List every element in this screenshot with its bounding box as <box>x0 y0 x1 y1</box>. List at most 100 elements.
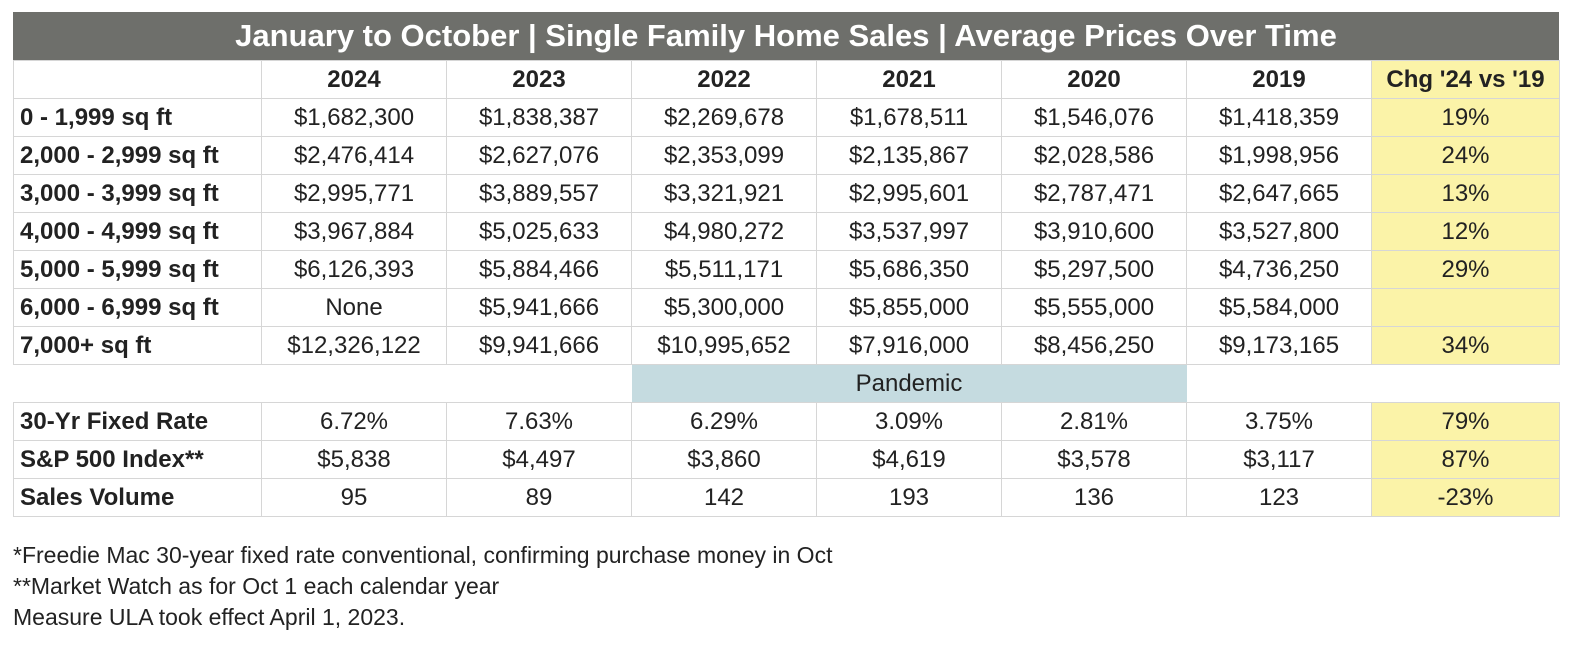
footnote-measure-ula: Measure ULA took effect April 1, 2023. <box>13 604 406 630</box>
year-column-header: 2021 <box>816 60 1002 99</box>
table-row: Sales Volume 95 89 142 193 136 123 -23% <box>13 478 1560 517</box>
value-cell: $5,941,666 <box>446 288 632 327</box>
table-title: January to October | Single Family Home … <box>13 12 1559 60</box>
value-cell: $5,584,000 <box>1186 288 1372 327</box>
value-cell: 123 <box>1186 478 1372 517</box>
table-row: 7,000+ sq ft $12,326,122 $9,941,666 $10,995… <box>13 326 1560 365</box>
table-row: 0 - 1,999 sq ft $1,682,300 $1,838,387 $2,26… <box>13 98 1560 137</box>
value-cell: 136 <box>1001 478 1187 517</box>
value-cell: 6.29% <box>631 402 817 441</box>
value-cell: 193 <box>816 478 1002 517</box>
footnote-sp500: **Market Watch as for Oct 1 each calenda… <box>13 573 500 599</box>
row-label: 2,000 - 2,999 sq ft <box>13 136 262 175</box>
change-cell: 24% <box>1371 136 1560 175</box>
value-cell: $5,838 <box>261 440 447 479</box>
value-cell: $4,736,250 <box>1186 250 1372 289</box>
value-cell: $1,682,300 <box>261 98 447 137</box>
pandemic-band: Pandemic <box>631 364 1187 403</box>
row-label: 0 - 1,999 sq ft <box>13 98 262 137</box>
change-cell: 29% <box>1371 250 1560 289</box>
spacer-cell <box>1187 365 1560 403</box>
change-cell: 34% <box>1371 326 1560 365</box>
value-cell: $5,511,171 <box>631 250 817 289</box>
table-row: 4,000 - 4,999 sq ft $3,967,884 $5,025,633 $… <box>13 212 1560 251</box>
value-cell: $8,456,250 <box>1001 326 1187 365</box>
value-cell: $2,995,771 <box>261 174 447 213</box>
footnote-rate: *Freedie Mac 30-year fixed rate conventi… <box>13 542 833 568</box>
row-label: S&P 500 Index** <box>13 440 262 479</box>
year-column-header: 2020 <box>1001 60 1187 99</box>
spacer-cell <box>14 365 632 403</box>
year-column-header: 2024 <box>261 60 447 99</box>
pandemic-row: Pandemic <box>14 364 1560 403</box>
value-cell: None <box>261 288 447 327</box>
footnotes: *Freedie Mac 30-year fixed rate conventi… <box>13 540 832 633</box>
value-cell: 142 <box>631 478 817 517</box>
value-cell: 2.81% <box>1001 402 1187 441</box>
value-cell: 7.63% <box>446 402 632 441</box>
value-cell: $5,025,633 <box>446 212 632 251</box>
value-cell: $7,916,000 <box>816 326 1002 365</box>
value-cell: $1,998,956 <box>1186 136 1372 175</box>
year-column-header: 2022 <box>631 60 817 99</box>
value-cell: 6.72% <box>261 402 447 441</box>
value-cell: $5,855,000 <box>816 288 1002 327</box>
row-label: 6,000 - 6,999 sq ft <box>13 288 262 327</box>
value-cell: 95 <box>261 478 447 517</box>
table-row: 30-Yr Fixed Rate 6.72% 7.63% 6.29% 3.09% 2.81… <box>13 402 1560 441</box>
row-label: 30-Yr Fixed Rate <box>13 402 262 441</box>
value-cell: $5,686,350 <box>816 250 1002 289</box>
value-cell: $2,135,867 <box>816 136 1002 175</box>
price-table-container: January to October | Single Family Home … <box>13 12 1560 517</box>
value-cell: $2,995,601 <box>816 174 1002 213</box>
change-cell: 19% <box>1371 98 1560 137</box>
value-cell: $6,126,393 <box>261 250 447 289</box>
change-cell: 12% <box>1371 212 1560 251</box>
change-cell: -23% <box>1371 478 1560 517</box>
value-cell: $5,300,000 <box>631 288 817 327</box>
value-cell: $3,321,921 <box>631 174 817 213</box>
table-row: 5,000 - 5,999 sq ft $6,126,393 $5,884,466 $… <box>13 250 1560 289</box>
table-row: S&P 500 Index** $5,838 $4,497 $3,860 $4,619 $… <box>13 440 1560 479</box>
change-cell: 79% <box>1371 402 1560 441</box>
value-cell: $10,995,652 <box>631 326 817 365</box>
value-cell: 3.75% <box>1186 402 1372 441</box>
value-cell: 3.09% <box>816 402 1002 441</box>
value-cell: $3,527,800 <box>1186 212 1372 251</box>
value-cell: $5,297,500 <box>1001 250 1187 289</box>
row-label: 4,000 - 4,999 sq ft <box>13 212 262 251</box>
price-table: 2024 2023 2022 2021 2020 2019 Chg '24 vs '19 0 … <box>13 60 1560 517</box>
row-label: 5,000 - 5,999 sq ft <box>13 250 262 289</box>
year-column-header: 2023 <box>446 60 632 99</box>
table-row: 3,000 - 3,999 sq ft $2,995,771 $3,889,557 $… <box>13 174 1560 213</box>
change-cell: 13% <box>1371 174 1560 213</box>
value-cell: $3,117 <box>1186 440 1372 479</box>
value-cell: $1,678,511 <box>816 98 1002 137</box>
value-cell: $12,326,122 <box>261 326 447 365</box>
change-cell: 87% <box>1371 440 1560 479</box>
value-cell: $2,627,076 <box>446 136 632 175</box>
value-cell: $3,889,557 <box>446 174 632 213</box>
value-cell: $9,173,165 <box>1186 326 1372 365</box>
row-label: 3,000 - 3,999 sq ft <box>13 174 262 213</box>
value-cell: $4,980,272 <box>631 212 817 251</box>
value-cell: $3,967,884 <box>261 212 447 251</box>
year-column-header: 2019 <box>1186 60 1372 99</box>
table-row: 2,000 - 2,999 sq ft $2,476,414 $2,627,076 $… <box>13 136 1560 175</box>
row-label: Sales Volume <box>13 478 262 517</box>
value-cell: $1,546,076 <box>1001 98 1187 137</box>
value-cell: $3,537,997 <box>816 212 1002 251</box>
value-cell: $5,555,000 <box>1001 288 1187 327</box>
header-row: 2024 2023 2022 2021 2020 2019 Chg '24 vs '19 <box>13 60 1560 99</box>
value-cell: $5,884,466 <box>446 250 632 289</box>
value-cell: $4,619 <box>816 440 1002 479</box>
value-cell: $2,647,665 <box>1186 174 1372 213</box>
value-cell: $4,497 <box>446 440 632 479</box>
value-cell: $2,269,678 <box>631 98 817 137</box>
change-column-header: Chg '24 vs '19 <box>1371 60 1560 99</box>
value-cell: $1,838,387 <box>446 98 632 137</box>
value-cell: $9,941,666 <box>446 326 632 365</box>
value-cell: $2,028,586 <box>1001 136 1187 175</box>
header-corner-cell <box>13 60 262 99</box>
value-cell: $3,910,600 <box>1001 212 1187 251</box>
